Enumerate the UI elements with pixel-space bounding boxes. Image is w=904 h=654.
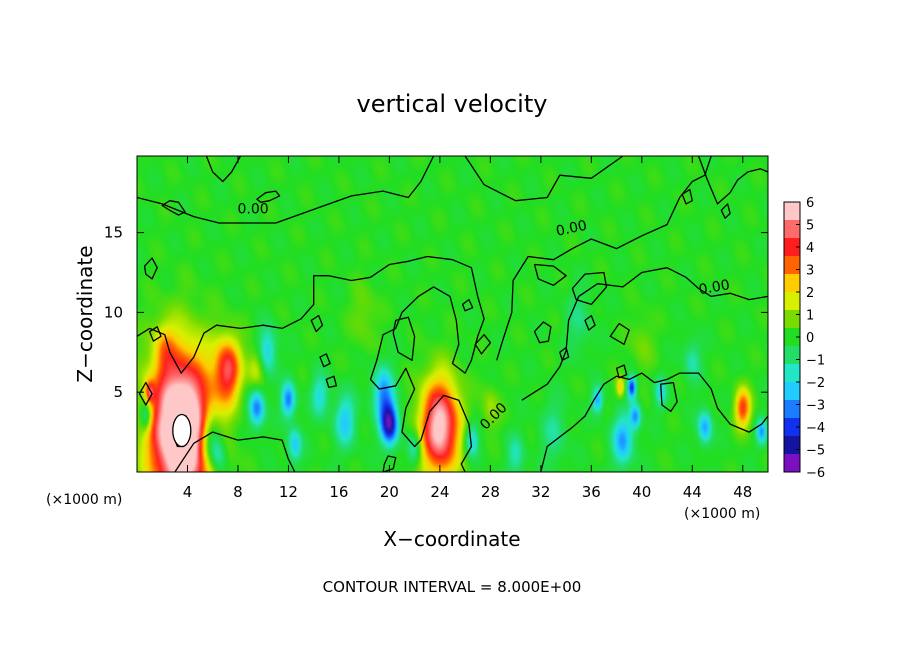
x-tick-label: 8	[233, 483, 243, 501]
contour-line	[174, 431, 296, 473]
x-tick-label: 16	[329, 483, 348, 501]
colorbar-swatch	[784, 274, 800, 293]
colorbar-ticks: 6 5 4 3 2 1 0 −1 −2 −3 −4 −5 −6	[796, 196, 825, 481]
y-tick-label: 10	[104, 303, 123, 321]
contour-line	[325, 375, 338, 389]
contour-line	[310, 314, 324, 333]
y-tick-label: 15	[104, 224, 123, 242]
contour-line	[584, 314, 596, 331]
colorbar-swatch	[784, 256, 800, 275]
contour-line	[615, 364, 628, 379]
contour-line	[571, 271, 608, 306]
contour-interval-note: CONTOUR INTERVAL = 8.000E+00	[323, 578, 582, 596]
colorbar-swatch	[784, 436, 800, 455]
contour-line	[148, 326, 162, 342]
x-tick-label: 12	[279, 483, 298, 501]
colorbar-swatch	[784, 310, 800, 329]
contour-labels: 0.00 0.00 0.00 0.00	[238, 201, 732, 433]
contour-line	[382, 455, 397, 473]
x-tick-label: 4	[183, 483, 193, 501]
contour-line	[697, 155, 769, 205]
colorbar-tick-label: −5	[806, 444, 825, 459]
colorbar-swatch	[784, 238, 800, 257]
contour-label: 0.00	[555, 218, 589, 240]
colorbar-tick-label: −2	[806, 376, 825, 391]
x-tick-label: 24	[430, 483, 449, 501]
contour-line	[392, 316, 416, 361]
updraft-core	[172, 413, 192, 448]
contour-line	[461, 298, 474, 312]
colorbar-tick-label: 6	[806, 196, 814, 211]
x-axis-label: X−coordinate	[383, 527, 520, 551]
contour-line	[138, 381, 153, 406]
colorbar-tick-label: 0	[806, 331, 814, 346]
x-tick-label: 32	[531, 483, 550, 501]
contour-line	[660, 381, 678, 413]
contour-line	[521, 267, 769, 401]
contour-line	[533, 321, 552, 344]
x-tick-label: 40	[632, 483, 651, 501]
colorbar-tick-label: 5	[806, 219, 814, 234]
contour-line	[143, 257, 158, 280]
y-axis-label: Z−coordinate	[73, 245, 97, 382]
x-tick-label: 44	[683, 483, 702, 501]
contour-line	[559, 346, 570, 361]
chart-title: vertical velocity	[357, 90, 548, 118]
contour-line	[319, 353, 331, 368]
x-tick-label: 28	[481, 483, 500, 501]
colorbar-swatch	[784, 328, 800, 347]
contour-line	[136, 255, 485, 473]
colorbar-tick-label: −4	[806, 421, 825, 436]
x-tick-label: 48	[733, 483, 752, 501]
contour-line	[681, 188, 693, 205]
colorbar-tick-label: −6	[806, 466, 825, 481]
colorbar-tick-label: 2	[806, 286, 814, 301]
contour-line	[720, 203, 731, 219]
zero-contours	[136, 155, 769, 473]
colorbar-swatch	[784, 292, 800, 311]
x-tick-label: 36	[582, 483, 601, 501]
colorbar-swatch	[784, 382, 800, 401]
colorbar-tick-label: 1	[806, 309, 814, 324]
colorbar-segments	[784, 202, 800, 473]
y-axis-ticks: 5 10 15	[104, 224, 768, 401]
heatmap-field	[137, 156, 768, 472]
colorbar-swatch	[784, 220, 800, 239]
colorbar-tick-label: −1	[806, 354, 825, 369]
contour-line	[161, 200, 186, 216]
contour-line	[474, 334, 492, 355]
colorbar-swatch	[784, 400, 800, 419]
contour-line	[205, 155, 242, 183]
contour-line	[464, 155, 624, 202]
colorbar-swatch	[784, 346, 800, 365]
colorbar-swatch	[784, 454, 800, 473]
y-unit-label: (×1000 m)	[46, 492, 122, 508]
colorbar-tick-label: −3	[806, 399, 825, 414]
contour-line	[533, 263, 567, 286]
colorbar-tick-label: 3	[806, 264, 814, 279]
plot-area: 0.00 0.00 0.00 0.00	[136, 155, 769, 473]
contour-label: 0.00	[238, 201, 269, 217]
colorbar: 6 5 4 3 2 1 0 −1 −2 −3 −4 −5 −6	[783, 196, 825, 481]
colorbar-tick-label: 4	[806, 241, 814, 256]
y-tick-label: 5	[113, 383, 123, 401]
x-unit-label: (×1000 m)	[684, 506, 760, 522]
colorbar-swatch	[784, 418, 800, 437]
contour-line	[256, 190, 281, 203]
x-tick-label: 20	[380, 483, 399, 501]
contour-line	[540, 372, 769, 473]
contour-line	[136, 155, 435, 224]
colorbar-swatch	[784, 202, 800, 221]
x-axis-ticks: 4 8 12 16 20 24 28 32 36 40 44 48	[183, 156, 752, 501]
colorbar-swatch	[784, 364, 800, 383]
contour-line	[496, 155, 712, 361]
plot-frame	[136, 155, 769, 473]
contour-label: 0.00	[698, 277, 731, 298]
contour-line	[609, 322, 630, 345]
